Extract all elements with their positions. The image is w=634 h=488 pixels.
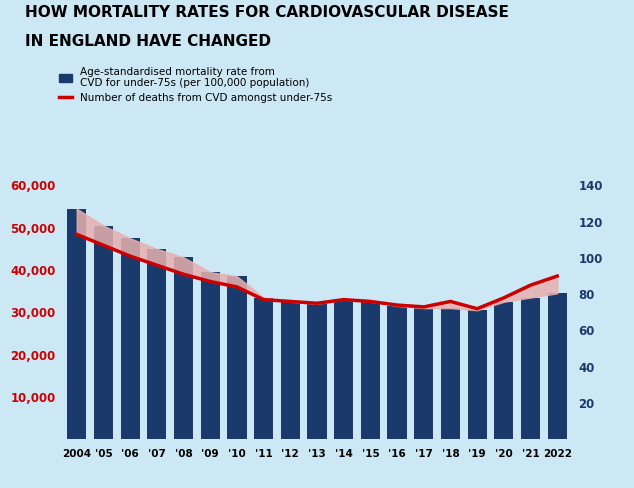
Bar bbox=[94, 225, 113, 439]
Text: HOW MORTALITY RATES FOR CARDIOVASCULAR DISEASE: HOW MORTALITY RATES FOR CARDIOVASCULAR D… bbox=[25, 5, 509, 20]
Bar bbox=[467, 310, 487, 439]
Bar bbox=[67, 209, 86, 439]
Bar bbox=[200, 272, 220, 439]
Bar bbox=[548, 293, 567, 439]
Bar bbox=[307, 304, 327, 439]
Bar bbox=[254, 298, 273, 439]
Bar bbox=[281, 302, 300, 439]
Legend: Age-standardised mortality rate from
CVD for under-75s (per 100,000 population),: Age-standardised mortality rate from CVD… bbox=[56, 64, 335, 106]
Bar bbox=[387, 306, 406, 439]
Bar bbox=[334, 300, 353, 439]
Bar bbox=[495, 302, 514, 439]
Bar bbox=[441, 308, 460, 439]
Bar bbox=[147, 249, 167, 439]
Bar bbox=[361, 302, 380, 439]
Bar bbox=[174, 257, 193, 439]
Bar bbox=[521, 298, 540, 439]
Text: IN ENGLAND HAVE CHANGED: IN ENGLAND HAVE CHANGED bbox=[25, 34, 271, 49]
Bar bbox=[414, 308, 434, 439]
Bar bbox=[120, 238, 139, 439]
Bar bbox=[228, 276, 247, 439]
